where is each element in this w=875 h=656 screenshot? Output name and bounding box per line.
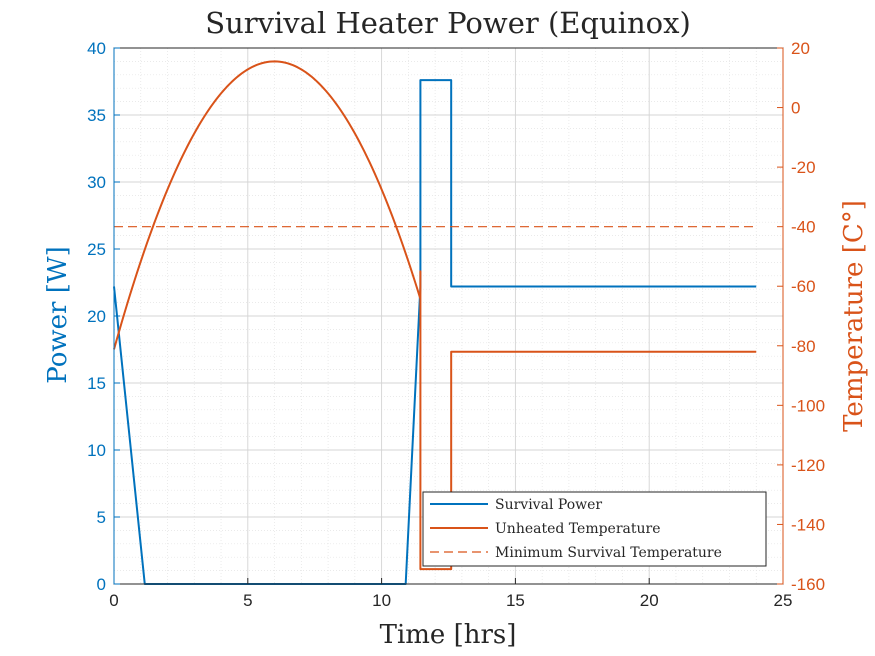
y-left-tick-label: 5	[97, 508, 106, 527]
y-right-tick-label: -20	[791, 158, 816, 177]
y-axis-right-label: Temperature [C°]	[839, 200, 869, 432]
y-right-tick-label: -160	[791, 575, 825, 594]
y-left-tick-label: 15	[87, 374, 106, 393]
y-left-tick-label: 10	[87, 441, 106, 460]
x-tick-label: 0	[109, 591, 118, 610]
x-tick-label: 10	[372, 591, 391, 610]
series-line-unheated-temperature	[113, 60, 757, 571]
y-right-tick-label: -120	[791, 456, 825, 475]
y-right-tick-label: -140	[791, 515, 825, 534]
ticks	[113, 47, 784, 585]
y-right-tick-label: -100	[791, 396, 825, 415]
y-right-tick-label: -60	[791, 277, 816, 296]
legend-label-survival-power: Survival Power	[495, 497, 602, 513]
legend-label-minimum-survival-temperature: Minimum Survival Temperature	[495, 545, 722, 561]
y-left-tick-label: 20	[87, 307, 106, 326]
y-left-tick-label: 30	[87, 173, 106, 192]
y-right-tick-label: 0	[791, 99, 800, 118]
y-left-tick-label: 35	[87, 106, 106, 125]
x-tick-label: 15	[506, 591, 525, 610]
y-axis-left-label: Power [W]	[43, 246, 73, 383]
x-tick-label: 20	[640, 591, 659, 610]
x-tick-label: 5	[243, 591, 252, 610]
x-tick-label: 25	[774, 591, 793, 610]
y-left-tick-label: 40	[87, 39, 106, 58]
y-left-tick-label: 25	[87, 240, 106, 259]
legend: Survival Power Unheated Temperature Mini…	[422, 491, 767, 567]
y-right-tick-label: -80	[791, 337, 816, 356]
y-left-tick-label: 0	[97, 575, 106, 594]
x-axis-label: Time [hrs]	[380, 620, 517, 650]
tick-labels: 0 5 10 15 20 25 0 5 10 15 20 25 30 35 40 -160 -140 -120 -1…	[87, 39, 825, 610]
legend-label-unheated-temperature: Unheated Temperature	[495, 521, 661, 537]
y-right-tick-label: 20	[791, 39, 810, 58]
chart-title: Survival Heater Power (Equinox)	[205, 6, 691, 40]
y-right-tick-label: -40	[791, 218, 816, 237]
